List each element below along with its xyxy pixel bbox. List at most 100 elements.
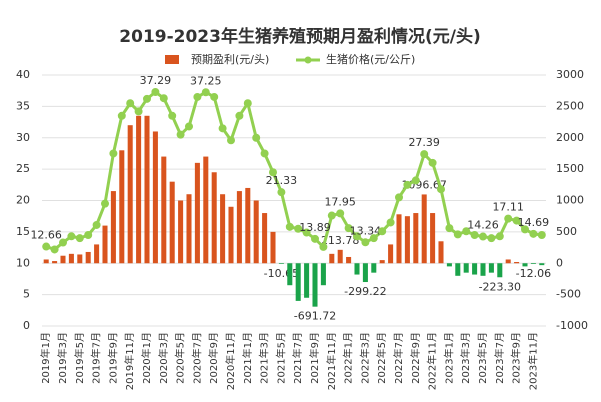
- bar: [304, 263, 310, 298]
- bar: [186, 194, 192, 264]
- marker: [428, 158, 437, 167]
- marker: [327, 211, 336, 220]
- marker: [487, 234, 496, 243]
- marker: [361, 238, 370, 247]
- y2-tick-label: 500: [556, 225, 577, 238]
- marker: [537, 231, 546, 240]
- data-label: 213.78: [321, 234, 360, 247]
- data-label: -223.30: [479, 280, 521, 293]
- x-tick-label: 2023年3月: [459, 332, 472, 384]
- data-label: 13.34: [350, 224, 382, 237]
- marker: [437, 185, 445, 194]
- y2-tick-label: 0: [556, 256, 563, 269]
- data-label: 12.66: [30, 229, 62, 242]
- x-tick-label: 2021年11月: [325, 332, 338, 390]
- marker: [168, 111, 177, 120]
- marker: [151, 88, 160, 97]
- marker: [319, 242, 328, 251]
- legend-label: 生猪价格(元/公斤): [326, 52, 415, 66]
- bar: [161, 156, 167, 264]
- bar: [455, 263, 461, 276]
- bar: [211, 172, 217, 264]
- data-label: -10.65: [264, 267, 299, 280]
- marker: [285, 222, 294, 231]
- bar: [245, 187, 251, 264]
- marker: [193, 92, 202, 101]
- bar: [43, 259, 49, 264]
- marker: [470, 231, 479, 240]
- bar: [94, 244, 100, 264]
- data-label: 27.39: [408, 136, 440, 149]
- bar: [77, 254, 83, 264]
- bar: [152, 131, 158, 264]
- bar: [497, 263, 503, 278]
- x-tick-label: 2020年11月: [224, 332, 237, 390]
- x-tick-label: 2019年9月: [106, 332, 119, 384]
- y2-tick-label: 2000: [556, 131, 584, 144]
- marker: [201, 88, 210, 97]
- marker: [344, 224, 353, 233]
- data-label: 17.95: [324, 195, 356, 208]
- y-tick-label: 30: [16, 131, 30, 144]
- bar: [388, 244, 394, 264]
- bar: [505, 259, 511, 264]
- marker: [311, 234, 319, 243]
- bar: [371, 263, 377, 273]
- bar: [194, 162, 200, 264]
- x-tick-label: 2023年11月: [526, 332, 539, 390]
- marker: [143, 94, 151, 103]
- bar: [127, 125, 133, 264]
- x-tick-label: 2022年7月: [392, 332, 405, 384]
- data-label: 14.69: [518, 216, 550, 229]
- x-tick-label: 2020年5月: [174, 332, 187, 384]
- marker: [294, 224, 303, 233]
- bar: [421, 194, 427, 264]
- x-tick-label: 2019年7月: [90, 332, 103, 384]
- bar: [220, 194, 226, 264]
- bar: [102, 225, 108, 264]
- data-label: 37.25: [190, 74, 222, 87]
- bar: [413, 213, 419, 264]
- bar: [85, 251, 91, 264]
- marker: [210, 92, 219, 101]
- bar: [472, 263, 478, 275]
- legend-marker: [304, 56, 312, 64]
- bar: [68, 253, 74, 264]
- y-tick-label: 20: [16, 194, 30, 207]
- marker: [260, 149, 269, 158]
- data-label: -691.72: [294, 310, 336, 323]
- marker: [109, 149, 118, 158]
- data-label: 17.11: [492, 201, 524, 214]
- x-tick-label: 2021年1月: [241, 332, 254, 384]
- marker: [395, 193, 403, 202]
- y-tick-label: 10: [16, 256, 30, 269]
- marker: [134, 107, 143, 116]
- bar: [430, 213, 436, 264]
- bar: [262, 213, 268, 264]
- y-tick-label: 40: [16, 68, 30, 81]
- data-label: 14.26: [467, 219, 499, 232]
- bar: [404, 216, 410, 264]
- y2-tick-label: 3000: [556, 68, 584, 81]
- y2-tick-label: 1500: [556, 162, 584, 175]
- legend-swatch: [165, 55, 179, 64]
- bar: [446, 263, 452, 267]
- marker: [243, 99, 252, 108]
- bar: [354, 263, 360, 275]
- marker: [59, 238, 67, 247]
- marker: [277, 188, 286, 197]
- marker: [185, 122, 193, 131]
- marker: [521, 225, 529, 234]
- y2-tick-label: -500: [556, 288, 581, 301]
- x-tick-label: 2020年3月: [157, 332, 170, 384]
- bar: [178, 200, 184, 264]
- bar: [119, 150, 125, 264]
- marker: [462, 227, 471, 236]
- marker: [84, 231, 93, 240]
- bar: [320, 263, 326, 286]
- x-tick-label: 2019年3月: [56, 332, 69, 384]
- bar: [346, 256, 352, 264]
- x-tick-label: 2019年1月: [39, 332, 52, 384]
- x-tick-label: 2023年5月: [476, 332, 489, 384]
- marker: [252, 133, 261, 142]
